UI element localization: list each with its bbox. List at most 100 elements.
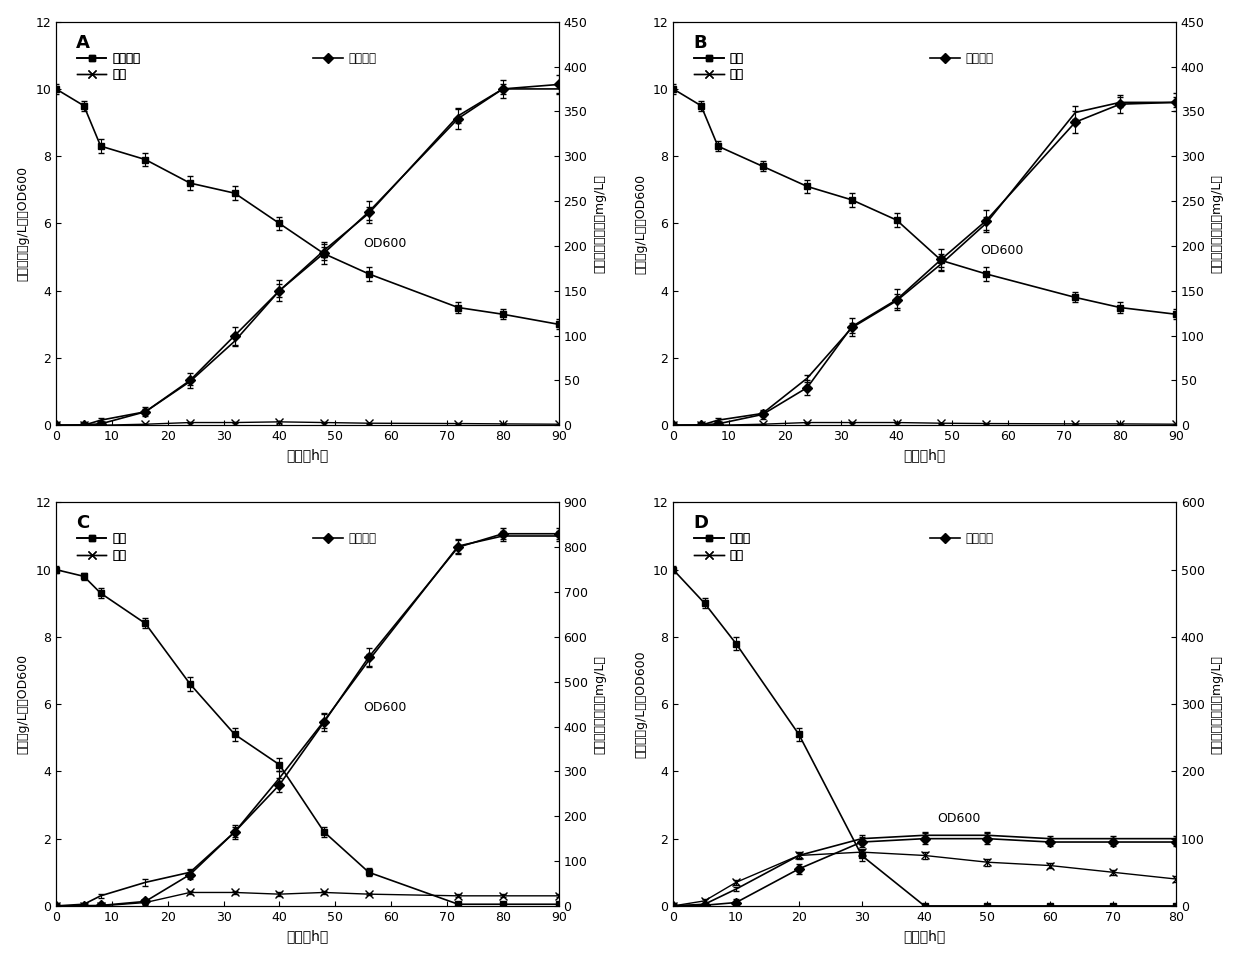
Legend: 异荭草苷: 异荭草苷 xyxy=(314,52,377,64)
乙酸 xyxy=(77,420,92,431)
异荭草苷 xyxy=(316,248,331,259)
Text: OD600: OD600 xyxy=(937,812,981,826)
乙酸 xyxy=(93,900,108,912)
葡萄糖 xyxy=(791,729,806,740)
X-axis label: 时间（h）: 时间（h） xyxy=(904,929,946,944)
乙酸 xyxy=(666,420,681,431)
异荭草苷 xyxy=(496,84,511,95)
Line: 异荭草苷: 异荭草苷 xyxy=(670,99,1179,429)
Line: 糊精: 糊精 xyxy=(670,85,1179,318)
Y-axis label: 异荭草苷和乙酸（mg/L）: 异荭草苷和乙酸（mg/L） xyxy=(1210,174,1223,273)
异荭草苷 xyxy=(854,836,869,848)
异荭草苷 xyxy=(666,900,681,912)
异荭草苷 xyxy=(77,419,92,430)
糊精 xyxy=(934,254,949,266)
乙酸 xyxy=(844,417,859,428)
糊精 xyxy=(1112,301,1127,313)
异荭草苷 xyxy=(693,419,708,430)
异荭草苷 xyxy=(666,420,681,431)
乙酸 xyxy=(77,900,92,912)
Legend: 异荭草苷: 异荭草苷 xyxy=(930,533,994,545)
异荭草苷 xyxy=(934,253,949,265)
甘油 xyxy=(450,899,465,910)
Legend: 葡萄糖, 乙酸: 葡萄糖, 乙酸 xyxy=(694,533,750,562)
麦芽糊精 xyxy=(77,100,92,111)
异荭草苷 xyxy=(182,374,197,386)
X-axis label: 时间（h）: 时间（h） xyxy=(286,448,329,463)
Y-axis label: 糊精（g/L）和OD600: 糊精（g/L）和OD600 xyxy=(634,174,647,274)
乙酸 xyxy=(729,876,744,888)
麦芽糊精 xyxy=(48,84,63,95)
甘油 xyxy=(182,678,197,689)
乙酸 xyxy=(1168,874,1183,885)
乙酸 xyxy=(854,847,869,858)
甘油 xyxy=(77,570,92,582)
异荭草苷 xyxy=(272,780,286,791)
Text: D: D xyxy=(693,515,708,533)
乙酸 xyxy=(227,887,242,899)
乙酸 xyxy=(711,420,725,431)
异荭草苷 xyxy=(93,900,108,911)
葡萄糖 xyxy=(1043,900,1058,912)
异荭草苷 xyxy=(729,897,744,908)
乙酸 xyxy=(48,420,63,431)
异荭草苷 xyxy=(552,79,567,90)
甘油 xyxy=(552,899,567,910)
乙酸 xyxy=(450,418,465,429)
麦芽糊精 xyxy=(227,187,242,199)
异荭草苷 xyxy=(361,206,376,218)
麦芽糊精 xyxy=(182,178,197,189)
异荭草苷 xyxy=(227,330,242,342)
乙酸 xyxy=(1112,419,1127,430)
Legend: 糊精, 乙酸: 糊精, 乙酸 xyxy=(694,52,744,82)
异荭草苷 xyxy=(77,900,92,911)
甘油 xyxy=(316,827,331,838)
Text: A: A xyxy=(76,34,91,52)
异荭草苷 xyxy=(48,420,63,431)
麦芽糊精 xyxy=(496,308,511,320)
异荭草苷 xyxy=(227,827,242,838)
麦芽糊精 xyxy=(552,319,567,330)
乙酸 xyxy=(934,418,949,429)
糊精 xyxy=(1168,308,1183,320)
Line: 乙酸: 乙酸 xyxy=(670,848,1180,910)
乙酸 xyxy=(666,900,681,912)
异荭草苷 xyxy=(450,541,465,553)
Legend: 异荭草苷: 异荭草苷 xyxy=(314,533,377,545)
Line: 乙酸: 乙酸 xyxy=(52,888,563,910)
甘油 xyxy=(496,899,511,910)
乙酸 xyxy=(48,900,63,912)
糊精 xyxy=(711,140,725,152)
麦芽糊精 xyxy=(138,154,153,165)
异荭草苷 xyxy=(552,528,567,540)
异荭草苷 xyxy=(1112,99,1127,110)
异荭草苷 xyxy=(182,869,197,880)
异荭草苷 xyxy=(1068,116,1083,128)
糊精 xyxy=(800,180,815,192)
Line: 异荭草苷: 异荭草苷 xyxy=(52,530,562,909)
乙酸 xyxy=(693,420,708,431)
糊精 xyxy=(1068,292,1083,303)
Y-axis label: 麦芽糊精（g/L）和OD600: 麦芽糊精（g/L）和OD600 xyxy=(16,166,30,281)
糊精 xyxy=(889,214,904,226)
异荭草苷 xyxy=(450,112,465,124)
乙酸 xyxy=(272,416,286,427)
异荭草苷 xyxy=(361,651,376,662)
X-axis label: 时间（h）: 时间（h） xyxy=(904,448,946,463)
Line: 葡萄糖: 葡萄糖 xyxy=(670,566,1179,909)
麦芽糊精 xyxy=(272,218,286,229)
葡萄糖 xyxy=(918,900,932,912)
异荭草苷 xyxy=(48,900,63,912)
异荭草苷 xyxy=(711,419,725,430)
乙酸 xyxy=(1043,860,1058,872)
乙酸 xyxy=(791,850,806,861)
异荭草苷 xyxy=(138,896,153,907)
乙酸 xyxy=(496,890,511,901)
异荭草苷 xyxy=(918,833,932,845)
Line: 异荭草苷: 异荭草苷 xyxy=(670,835,1179,909)
乙酸 xyxy=(316,417,331,428)
异荭草苷 xyxy=(1106,836,1121,848)
乙酸 xyxy=(316,887,331,899)
乙酸 xyxy=(227,417,242,428)
乙酸 xyxy=(889,417,904,428)
